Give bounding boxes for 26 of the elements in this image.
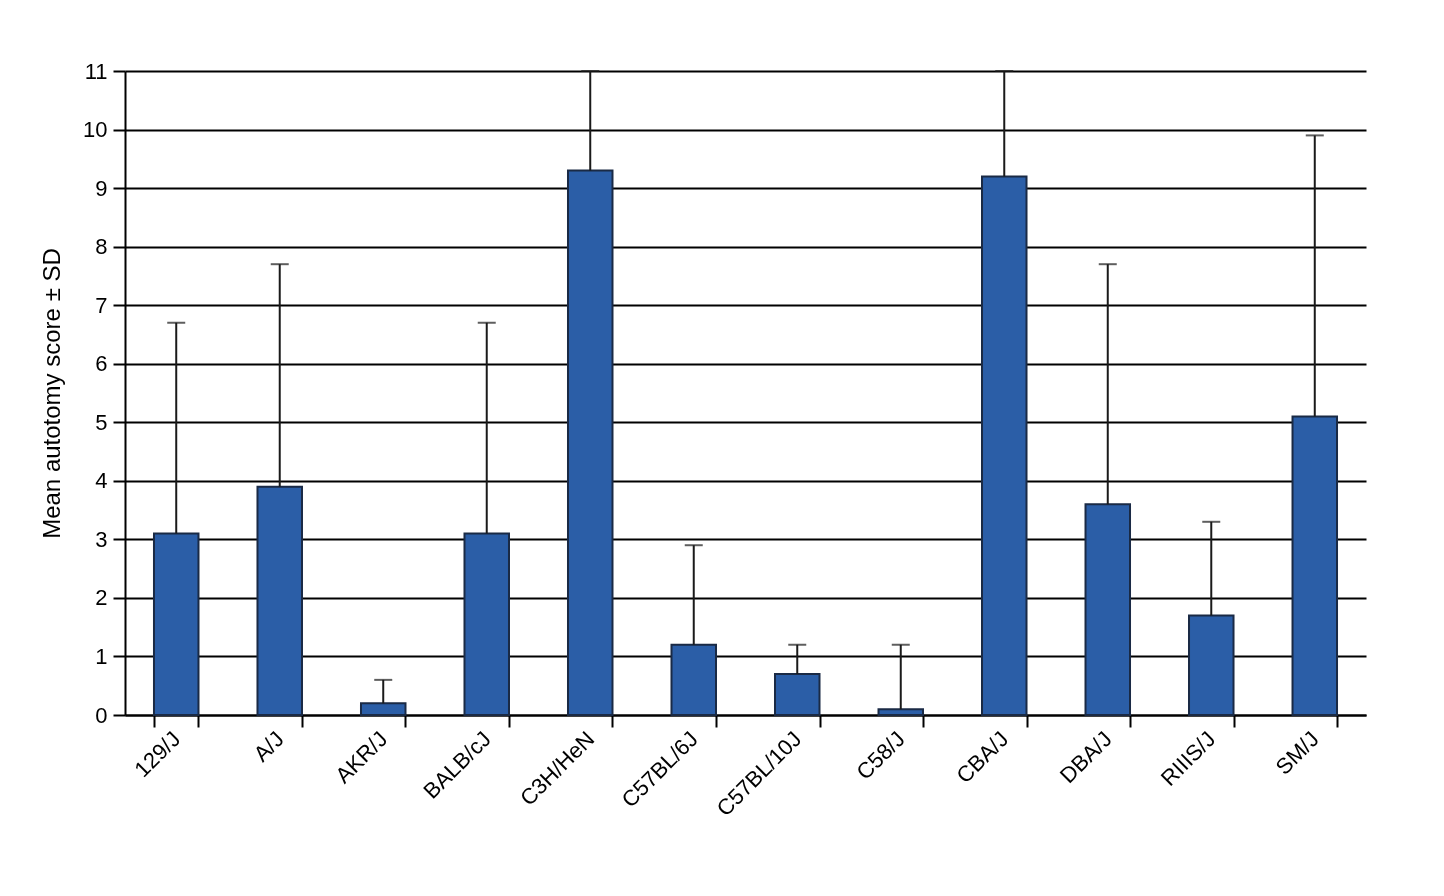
- bar: [877, 708, 925, 716]
- y-tick-label: 1: [95, 643, 108, 669]
- bar: [566, 169, 614, 716]
- bar: [1188, 614, 1235, 716]
- y-tick-label: 9: [95, 175, 108, 201]
- bar: [152, 532, 200, 716]
- y-tick-label: 11: [84, 58, 108, 84]
- bar: [774, 673, 821, 716]
- y-tick-label: 3: [95, 526, 108, 552]
- y-tick-label: 8: [95, 234, 108, 260]
- bar: [463, 532, 510, 716]
- x-tick-label: A/J: [248, 726, 289, 767]
- y-tick-label: 6: [95, 351, 108, 377]
- y-tick-label: 4: [95, 468, 108, 494]
- y-tick-label: 10: [83, 117, 108, 143]
- y-tick-label: 0: [95, 702, 108, 728]
- bar: [670, 643, 717, 716]
- y-tick-label: 5: [95, 409, 108, 435]
- y-axis-title: Mean autotomy score ± SD: [38, 248, 66, 539]
- bar: [1084, 503, 1132, 716]
- y-tick-label: 2: [95, 585, 108, 611]
- bar: [981, 175, 1028, 716]
- y-tick-label: 7: [95, 292, 108, 318]
- bar: [256, 485, 303, 716]
- bar: [359, 702, 407, 716]
- bar: [1291, 415, 1339, 716]
